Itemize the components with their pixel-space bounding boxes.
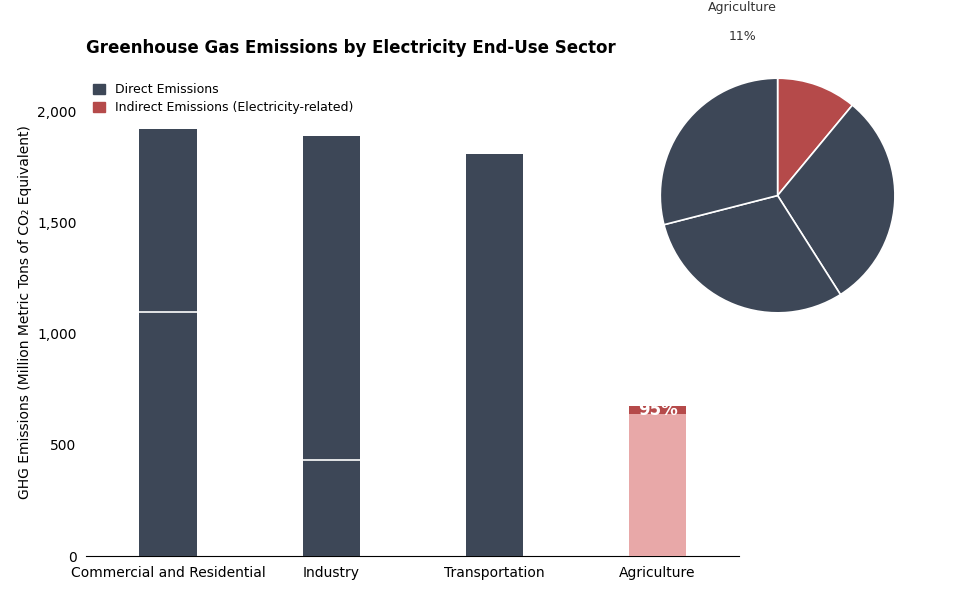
Text: 95%: 95%	[637, 401, 678, 419]
Text: Agriculture: Agriculture	[708, 1, 777, 13]
Bar	[139, 130, 197, 556]
Bar	[466, 154, 523, 556]
Wedge shape	[778, 105, 895, 295]
Text: Greenhouse Gas Emissions by Electricity End-Use Sector: Greenhouse Gas Emissions by Electricity …	[86, 39, 616, 57]
Wedge shape	[778, 78, 852, 196]
Bar	[629, 414, 686, 556]
Legend: Direct Emissions, Indirect Emissions (Electricity-related): Direct Emissions, Indirect Emissions (El…	[93, 83, 353, 114]
Wedge shape	[660, 78, 778, 225]
Bar	[629, 406, 686, 414]
Text: 11%: 11%	[729, 30, 756, 43]
Bar	[302, 136, 360, 556]
Y-axis label: GHG Emissions (Million Metric Tons of CO₂ Equivalent): GHG Emissions (Million Metric Tons of CO…	[17, 125, 32, 499]
Wedge shape	[664, 196, 840, 313]
